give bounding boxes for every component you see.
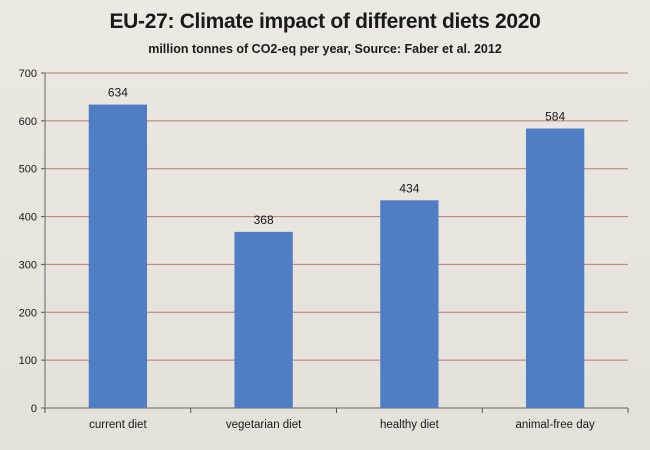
bar	[380, 200, 439, 408]
bar	[525, 128, 585, 408]
y-tick-label: 200	[19, 307, 37, 319]
y-tick-label: 400	[19, 212, 37, 224]
y-tick-label: 100	[19, 355, 37, 367]
x-tick-label: current diet	[89, 419, 147, 431]
chart-subtitle: million tonnes of CO2-eq per year, Sourc…	[148, 42, 502, 56]
data-label: 368	[254, 213, 274, 227]
data-label: 434	[399, 181, 419, 195]
y-tick-label: 500	[19, 164, 37, 176]
y-tick-label: 700	[19, 68, 37, 80]
data-label: 584	[545, 110, 565, 124]
y-tick-label: 0	[31, 403, 37, 415]
y-tick-label: 600	[19, 116, 37, 128]
y-tick-label: 300	[19, 259, 37, 271]
data-label: 634	[108, 86, 128, 100]
bar	[234, 231, 293, 408]
bar	[88, 104, 148, 408]
x-tick-label: animal-free day	[515, 419, 595, 431]
x-tick-label: healthy diet	[380, 419, 440, 431]
x-tick-label: vegetarian diet	[226, 419, 302, 431]
chart-title: EU-27: Climate impact of different diets…	[109, 10, 541, 33]
